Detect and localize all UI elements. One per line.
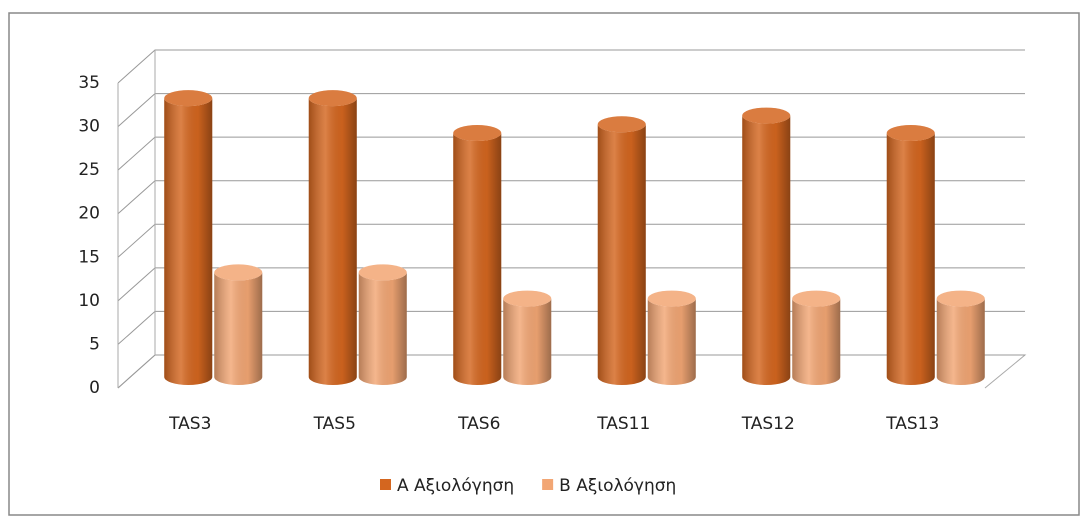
bar-top	[597, 116, 646, 133]
x-tick-label: TAS5	[313, 414, 356, 434]
bar-top	[453, 125, 502, 141]
bar-shade	[647, 298, 696, 385]
bar-top	[308, 90, 357, 107]
y-tick-label: 20	[78, 204, 100, 224]
x-tick-label: TAS12	[741, 414, 795, 434]
x-tick-label: TAS6	[457, 414, 500, 434]
bar-shade	[886, 133, 935, 385]
y-tick-label: 30	[78, 117, 100, 137]
bar-shade	[742, 115, 791, 386]
bar-shade	[792, 298, 841, 385]
bar-top-highlight	[503, 290, 552, 307]
bar-shade	[164, 98, 213, 386]
bar-top	[358, 264, 407, 281]
bar-top	[503, 290, 552, 307]
bar-top	[214, 264, 263, 281]
bar-top-highlight	[792, 290, 841, 307]
bar-shade	[308, 98, 357, 386]
x-tick-label: TAS3	[168, 414, 211, 434]
legend-label: B Αξιολόγηση	[559, 476, 676, 496]
bar-top-highlight	[597, 116, 646, 133]
bar-top-highlight	[453, 125, 502, 141]
plot	[164, 90, 985, 386]
y-tick-label: 25	[78, 160, 100, 180]
bar-top-highlight	[164, 90, 213, 107]
bar-top-highlight	[214, 264, 263, 281]
legend-swatch	[542, 479, 554, 490]
bar-top-highlight	[886, 125, 935, 141]
bar-shade	[597, 124, 646, 386]
bar-top-highlight	[647, 290, 696, 307]
legend-swatch	[380, 479, 391, 490]
bar-top	[647, 290, 696, 307]
y-tick-label: 35	[78, 73, 100, 93]
x-tick-label: TAS13	[885, 414, 939, 434]
grid	[117, 49, 1027, 389]
bar-top-highlight	[936, 290, 985, 307]
bar-shade	[358, 272, 407, 385]
bar-top	[886, 125, 935, 141]
y-tick-label: 0	[89, 378, 100, 398]
y-tick-label: 15	[78, 247, 100, 267]
x-tick-label: TAS11	[596, 414, 650, 434]
bar-top-highlight	[742, 107, 791, 124]
bar-shade	[453, 133, 502, 385]
y-tick-label: 10	[78, 291, 100, 311]
bar-top	[742, 107, 791, 124]
bar-shade	[214, 272, 263, 385]
bar-top-highlight	[308, 90, 357, 107]
bar-top-highlight	[358, 264, 407, 281]
bar-top	[936, 290, 985, 307]
bar-shade	[503, 298, 552, 385]
bar-top	[164, 90, 213, 107]
y-tick-label: 5	[89, 334, 100, 354]
bar-shade	[936, 298, 985, 385]
bar-top	[792, 290, 841, 307]
legend-label: A Αξιολόγηση	[397, 476, 514, 496]
